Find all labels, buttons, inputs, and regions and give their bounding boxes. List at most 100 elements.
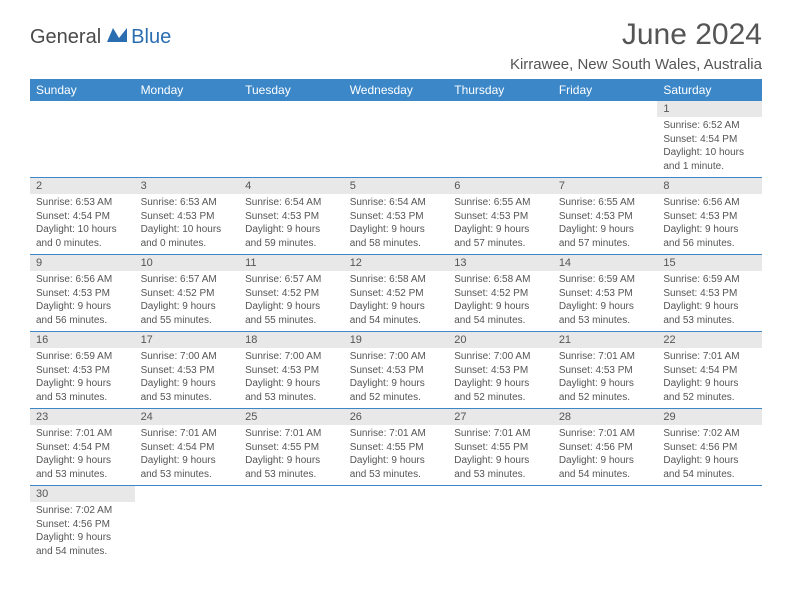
day-line: Daylight: 9 hours	[141, 454, 234, 468]
day-line: and 53 minutes.	[245, 391, 338, 405]
day-number: 28	[553, 409, 658, 425]
day-line: Sunrise: 6:59 AM	[559, 273, 652, 287]
day-line: Sunset: 4:55 PM	[454, 441, 547, 455]
day-line: Sunrise: 7:01 AM	[245, 427, 338, 441]
calendar-cell: 1Sunrise: 6:52 AMSunset: 4:54 PMDaylight…	[657, 101, 762, 178]
day-line: and 53 minutes.	[663, 314, 756, 328]
day-line: Sunset: 4:53 PM	[141, 364, 234, 378]
calendar-cell: 29Sunrise: 7:02 AMSunset: 4:56 PMDayligh…	[657, 409, 762, 486]
day-number: 23	[30, 409, 135, 425]
day-line: Sunrise: 7:00 AM	[454, 350, 547, 364]
day-line: Sunrise: 7:00 AM	[141, 350, 234, 364]
calendar-cell: 13Sunrise: 6:58 AMSunset: 4:52 PMDayligh…	[448, 255, 553, 332]
calendar-cell	[553, 101, 658, 178]
day-line: Daylight: 9 hours	[559, 223, 652, 237]
day-line: Daylight: 9 hours	[141, 377, 234, 391]
day-line: and 55 minutes.	[245, 314, 338, 328]
day-line: and 1 minute.	[663, 160, 756, 174]
day-body: Sunrise: 6:57 AMSunset: 4:52 PMDaylight:…	[135, 271, 240, 331]
day-body: Sunrise: 7:00 AMSunset: 4:53 PMDaylight:…	[135, 348, 240, 408]
calendar-cell: 10Sunrise: 6:57 AMSunset: 4:52 PMDayligh…	[135, 255, 240, 332]
day-line: Sunrise: 7:02 AM	[663, 427, 756, 441]
calendar-cell	[30, 101, 135, 178]
day-body: Sunrise: 7:01 AMSunset: 4:55 PMDaylight:…	[448, 425, 553, 485]
day-line: and 54 minutes.	[36, 545, 129, 559]
calendar-cell: 23Sunrise: 7:01 AMSunset: 4:54 PMDayligh…	[30, 409, 135, 486]
day-body: Sunrise: 6:53 AMSunset: 4:53 PMDaylight:…	[135, 194, 240, 254]
day-line: Sunrise: 6:52 AM	[663, 119, 756, 133]
day-body: Sunrise: 7:02 AMSunset: 4:56 PMDaylight:…	[657, 425, 762, 485]
day-line: Daylight: 9 hours	[559, 300, 652, 314]
day-number: 21	[553, 332, 658, 348]
header: General Blue June 2024 Kirrawee, New Sou…	[30, 18, 762, 73]
calendar-cell: 4Sunrise: 6:54 AMSunset: 4:53 PMDaylight…	[239, 178, 344, 255]
day-number: 10	[135, 255, 240, 271]
calendar-cell: 16Sunrise: 6:59 AMSunset: 4:53 PMDayligh…	[30, 332, 135, 409]
calendar-row: 9Sunrise: 6:56 AMSunset: 4:53 PMDaylight…	[30, 255, 762, 332]
day-body: Sunrise: 7:01 AMSunset: 4:54 PMDaylight:…	[657, 348, 762, 408]
day-number: 20	[448, 332, 553, 348]
day-line: Daylight: 9 hours	[454, 454, 547, 468]
day-body: Sunrise: 7:01 AMSunset: 4:55 PMDaylight:…	[344, 425, 449, 485]
day-body: Sunrise: 6:59 AMSunset: 4:53 PMDaylight:…	[30, 348, 135, 408]
day-number: 25	[239, 409, 344, 425]
day-line: and 58 minutes.	[350, 237, 443, 251]
day-number: 14	[553, 255, 658, 271]
day-line: Sunrise: 6:59 AM	[663, 273, 756, 287]
day-line: and 53 minutes.	[454, 468, 547, 482]
day-body: Sunrise: 6:58 AMSunset: 4:52 PMDaylight:…	[344, 271, 449, 331]
day-number: 11	[239, 255, 344, 271]
calendar-cell: 9Sunrise: 6:56 AMSunset: 4:53 PMDaylight…	[30, 255, 135, 332]
day-body: Sunrise: 6:52 AMSunset: 4:54 PMDaylight:…	[657, 117, 762, 177]
day-body: Sunrise: 6:59 AMSunset: 4:53 PMDaylight:…	[657, 271, 762, 331]
calendar-cell: 6Sunrise: 6:55 AMSunset: 4:53 PMDaylight…	[448, 178, 553, 255]
day-line: Daylight: 9 hours	[245, 454, 338, 468]
day-line: and 57 minutes.	[559, 237, 652, 251]
day-line: and 54 minutes.	[559, 468, 652, 482]
day-line: Daylight: 9 hours	[36, 300, 129, 314]
day-line: Sunset: 4:53 PM	[141, 210, 234, 224]
day-line: and 56 minutes.	[36, 314, 129, 328]
calendar-cell: 5Sunrise: 6:54 AMSunset: 4:53 PMDaylight…	[344, 178, 449, 255]
day-number: 12	[344, 255, 449, 271]
day-line: Sunrise: 6:54 AM	[245, 196, 338, 210]
calendar-cell: 21Sunrise: 7:01 AMSunset: 4:53 PMDayligh…	[553, 332, 658, 409]
day-line: and 53 minutes.	[141, 391, 234, 405]
day-line: Daylight: 9 hours	[36, 454, 129, 468]
day-body: Sunrise: 7:01 AMSunset: 4:55 PMDaylight:…	[239, 425, 344, 485]
day-line: and 53 minutes.	[36, 468, 129, 482]
calendar-cell: 27Sunrise: 7:01 AMSunset: 4:55 PMDayligh…	[448, 409, 553, 486]
day-line: Sunrise: 7:00 AM	[245, 350, 338, 364]
day-number: 18	[239, 332, 344, 348]
day-number: 27	[448, 409, 553, 425]
weekday-header: Monday	[135, 79, 240, 101]
day-line: Daylight: 9 hours	[245, 300, 338, 314]
day-line: and 57 minutes.	[454, 237, 547, 251]
day-number: 19	[344, 332, 449, 348]
calendar-cell	[448, 486, 553, 563]
day-line: and 52 minutes.	[454, 391, 547, 405]
calendar-cell: 19Sunrise: 7:00 AMSunset: 4:53 PMDayligh…	[344, 332, 449, 409]
day-line: Daylight: 9 hours	[663, 223, 756, 237]
day-line: Sunset: 4:54 PM	[36, 441, 129, 455]
calendar-cell: 25Sunrise: 7:01 AMSunset: 4:55 PMDayligh…	[239, 409, 344, 486]
weekday-header: Saturday	[657, 79, 762, 101]
calendar-cell	[553, 486, 658, 563]
weekday-header: Wednesday	[344, 79, 449, 101]
calendar-head: SundayMondayTuesdayWednesdayThursdayFrid…	[30, 79, 762, 101]
day-line: Daylight: 9 hours	[36, 531, 129, 545]
day-line: Sunset: 4:56 PM	[559, 441, 652, 455]
calendar-cell	[239, 101, 344, 178]
calendar-cell: 20Sunrise: 7:00 AMSunset: 4:53 PMDayligh…	[448, 332, 553, 409]
day-line: Sunset: 4:53 PM	[454, 364, 547, 378]
day-line: Daylight: 9 hours	[350, 223, 443, 237]
title-block: June 2024 Kirrawee, New South Wales, Aus…	[510, 18, 762, 73]
weekday-header: Sunday	[30, 79, 135, 101]
day-line: Sunset: 4:53 PM	[36, 287, 129, 301]
logo-text-dark: General	[30, 26, 101, 49]
day-line: Sunrise: 6:54 AM	[350, 196, 443, 210]
day-line: and 54 minutes.	[350, 314, 443, 328]
day-body: Sunrise: 6:59 AMSunset: 4:53 PMDaylight:…	[553, 271, 658, 331]
day-line: Sunset: 4:53 PM	[454, 210, 547, 224]
calendar-table: SundayMondayTuesdayWednesdayThursdayFrid…	[30, 79, 762, 562]
